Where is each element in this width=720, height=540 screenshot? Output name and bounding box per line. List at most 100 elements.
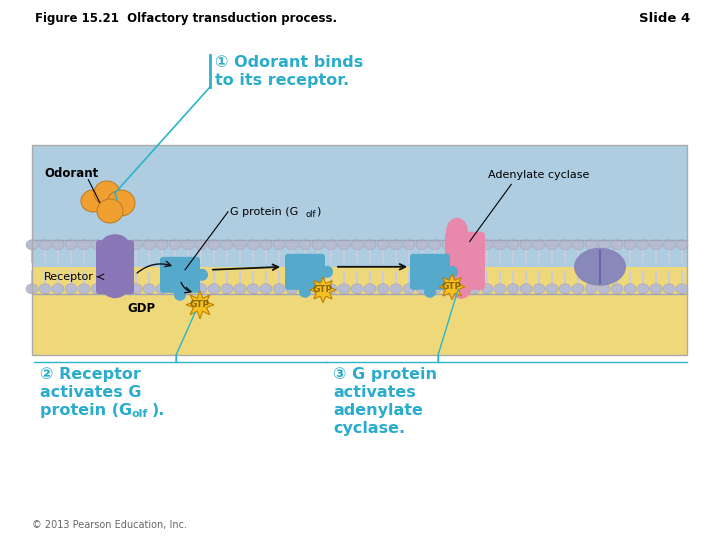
Text: ① Odorant binds: ① Odorant binds	[215, 55, 364, 70]
Ellipse shape	[377, 284, 389, 294]
Ellipse shape	[273, 284, 285, 294]
Ellipse shape	[546, 284, 558, 294]
Text: Receptor: Receptor	[44, 272, 94, 282]
Ellipse shape	[195, 240, 207, 250]
Ellipse shape	[286, 284, 298, 294]
Ellipse shape	[416, 240, 428, 250]
Text: to its receptor.: to its receptor.	[215, 73, 349, 88]
Ellipse shape	[663, 284, 675, 294]
Ellipse shape	[390, 240, 402, 250]
Ellipse shape	[78, 284, 90, 294]
Ellipse shape	[325, 284, 337, 294]
Ellipse shape	[101, 234, 130, 256]
Ellipse shape	[107, 190, 135, 216]
Ellipse shape	[208, 240, 220, 250]
Ellipse shape	[260, 240, 272, 250]
Ellipse shape	[182, 284, 194, 294]
Ellipse shape	[52, 284, 64, 294]
Ellipse shape	[299, 286, 311, 298]
Ellipse shape	[559, 240, 571, 250]
Ellipse shape	[169, 284, 181, 294]
Text: GTP: GTP	[313, 285, 333, 294]
Ellipse shape	[468, 240, 480, 250]
Ellipse shape	[130, 284, 142, 294]
Ellipse shape	[463, 232, 479, 252]
Text: activates: activates	[333, 385, 416, 400]
Bar	[32, 145, 687, 267]
Text: Adenylate cyclase: Adenylate cyclase	[488, 170, 590, 180]
Ellipse shape	[338, 284, 350, 294]
Ellipse shape	[91, 284, 103, 294]
Ellipse shape	[520, 240, 532, 250]
Polygon shape	[439, 274, 465, 300]
Ellipse shape	[624, 240, 636, 250]
Ellipse shape	[143, 284, 155, 294]
Ellipse shape	[650, 284, 662, 294]
Ellipse shape	[104, 240, 116, 250]
Ellipse shape	[451, 281, 471, 299]
Ellipse shape	[468, 284, 480, 294]
Ellipse shape	[650, 240, 662, 250]
Ellipse shape	[247, 240, 259, 250]
Ellipse shape	[533, 240, 545, 250]
Ellipse shape	[546, 240, 558, 250]
Ellipse shape	[611, 284, 623, 294]
Ellipse shape	[676, 284, 688, 294]
Ellipse shape	[416, 284, 428, 294]
Ellipse shape	[234, 240, 246, 250]
Text: adenylate: adenylate	[333, 403, 423, 418]
Ellipse shape	[195, 284, 207, 294]
Ellipse shape	[559, 284, 571, 294]
Ellipse shape	[442, 284, 454, 294]
Ellipse shape	[174, 289, 186, 301]
Ellipse shape	[208, 284, 220, 294]
Ellipse shape	[325, 240, 337, 250]
Ellipse shape	[299, 240, 311, 250]
Ellipse shape	[97, 199, 123, 223]
Ellipse shape	[403, 240, 415, 250]
Ellipse shape	[196, 269, 208, 281]
Ellipse shape	[103, 280, 127, 298]
Bar	[32, 267, 687, 355]
Ellipse shape	[81, 190, 105, 212]
Ellipse shape	[78, 240, 90, 250]
Ellipse shape	[446, 266, 458, 278]
Ellipse shape	[39, 284, 51, 294]
Text: GDP: GDP	[128, 302, 156, 315]
Text: © 2013 Pearson Education, Inc.: © 2013 Pearson Education, Inc.	[32, 520, 187, 530]
Ellipse shape	[455, 240, 467, 250]
Ellipse shape	[494, 240, 506, 250]
Text: olf: olf	[305, 210, 315, 219]
Ellipse shape	[637, 284, 649, 294]
Ellipse shape	[429, 240, 441, 250]
Ellipse shape	[429, 284, 441, 294]
Ellipse shape	[299, 284, 311, 294]
Text: activates G: activates G	[40, 385, 142, 400]
Text: protein (G: protein (G	[40, 403, 132, 418]
FancyBboxPatch shape	[285, 254, 325, 290]
Ellipse shape	[156, 240, 168, 250]
Text: GTP: GTP	[190, 300, 210, 309]
Ellipse shape	[572, 284, 584, 294]
Ellipse shape	[585, 240, 597, 250]
Text: Figure 15.21  Olfactory transduction process.: Figure 15.21 Olfactory transduction proc…	[35, 12, 337, 25]
Ellipse shape	[247, 284, 259, 294]
Ellipse shape	[507, 240, 519, 250]
Ellipse shape	[364, 240, 376, 250]
Ellipse shape	[663, 240, 675, 250]
Polygon shape	[310, 277, 336, 303]
Ellipse shape	[520, 284, 532, 294]
Text: ② Receptor: ② Receptor	[40, 367, 141, 382]
Text: Odorant: Odorant	[44, 167, 98, 180]
Ellipse shape	[156, 284, 168, 294]
Ellipse shape	[221, 284, 233, 294]
Ellipse shape	[446, 218, 468, 246]
FancyBboxPatch shape	[445, 232, 485, 290]
Ellipse shape	[442, 240, 454, 250]
Ellipse shape	[424, 286, 436, 298]
Ellipse shape	[104, 284, 116, 294]
Ellipse shape	[338, 240, 350, 250]
Ellipse shape	[234, 284, 246, 294]
Ellipse shape	[611, 240, 623, 250]
Ellipse shape	[364, 284, 376, 294]
